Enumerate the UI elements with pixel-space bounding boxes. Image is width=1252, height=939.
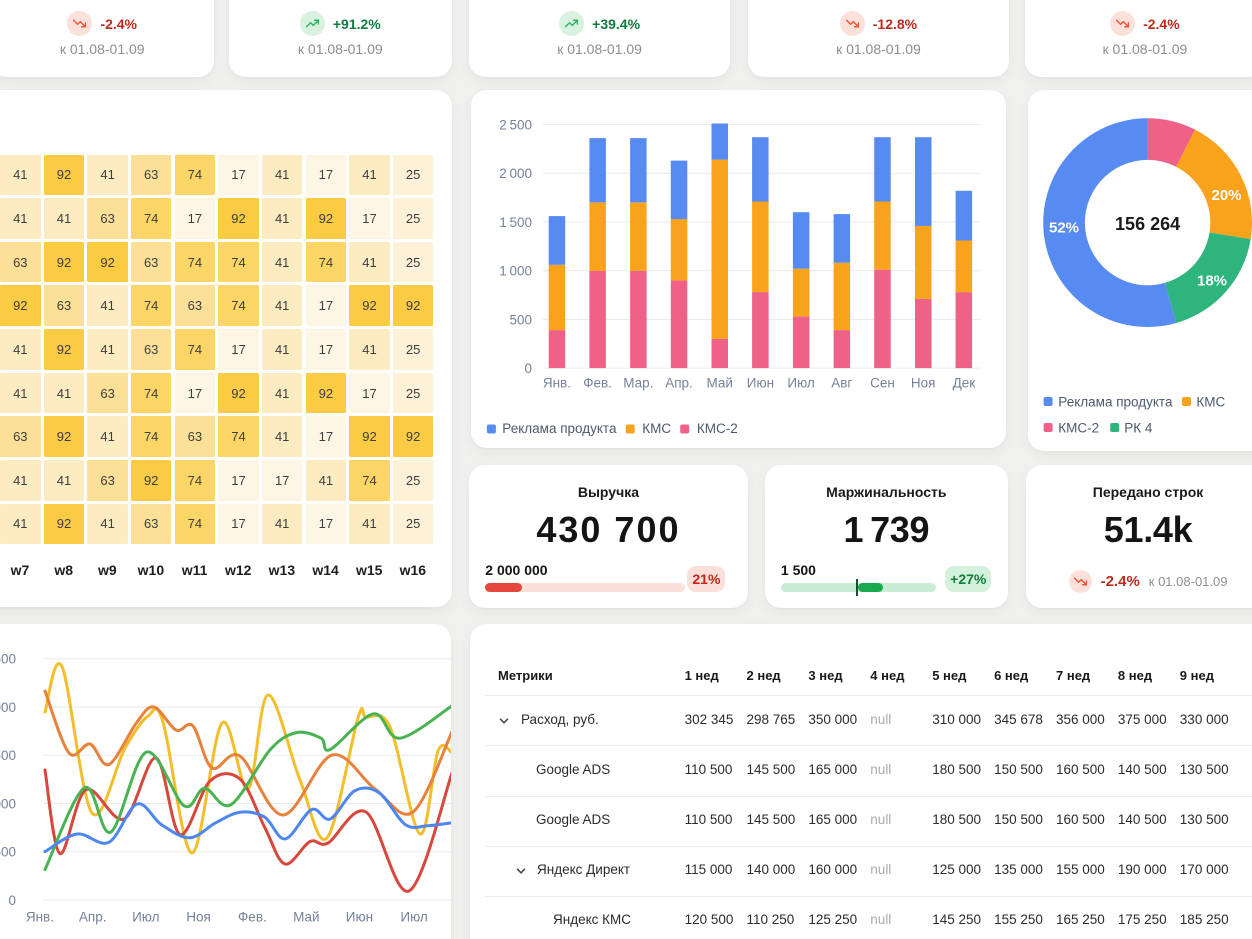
svg-text:Мар.: Мар.	[623, 375, 653, 390]
svg-text:Реклама продукта: Реклама продукта	[1058, 395, 1173, 410]
svg-text:Июн: Июн	[346, 910, 373, 925]
svg-text:1 000: 1 000	[0, 797, 16, 812]
svg-text:РК 4: РК 4	[1124, 421, 1153, 436]
svg-text:Янв.: Янв.	[543, 375, 571, 390]
svg-text:2 000: 2 000	[499, 166, 532, 181]
svg-text:500: 500	[0, 845, 16, 860]
svg-text:500: 500	[509, 312, 532, 327]
svg-text:КМС: КМС	[642, 421, 671, 436]
svg-text:2 000: 2 000	[0, 700, 16, 715]
svg-text:156 264: 156 264	[1115, 214, 1180, 234]
svg-text:1 500: 1 500	[0, 748, 16, 763]
svg-text:20%: 20%	[1211, 187, 1241, 204]
svg-text:Май: Май	[706, 375, 732, 390]
svg-text:1 000: 1 000	[499, 263, 532, 278]
svg-text:Апр.: Апр.	[79, 910, 107, 925]
svg-text:0: 0	[8, 893, 16, 908]
svg-text:Июл: Июл	[787, 375, 814, 390]
svg-text:Авг: Авг	[831, 375, 852, 390]
svg-text:Реклама продукта: Реклама продукта	[502, 421, 617, 436]
svg-text:52%: 52%	[1049, 220, 1079, 237]
svg-text:КМС: КМС	[1196, 395, 1225, 410]
svg-text:1 500: 1 500	[499, 214, 532, 229]
svg-text:Ноя: Ноя	[911, 375, 936, 390]
svg-text:Ноя: Ноя	[186, 910, 211, 925]
svg-text:Фев.: Фев.	[583, 375, 612, 390]
svg-text:2 500: 2 500	[499, 117, 532, 132]
svg-text:Июл: Июл	[132, 910, 159, 925]
svg-text:Дек: Дек	[952, 375, 975, 390]
svg-text:Июл: Июл	[400, 910, 427, 925]
svg-text:КМС-2: КМС-2	[1058, 421, 1099, 436]
svg-text:Май: Май	[293, 910, 319, 925]
svg-text:2 500: 2 500	[0, 652, 16, 667]
svg-text:Апр.: Апр.	[665, 375, 693, 390]
svg-text:18%: 18%	[1197, 273, 1227, 290]
svg-text:0: 0	[524, 361, 532, 376]
svg-text:Фев.: Фев.	[238, 910, 267, 925]
svg-text:Сен: Сен	[870, 375, 895, 390]
svg-text:Янв.: Янв.	[26, 910, 54, 925]
svg-text:Июн: Июн	[747, 375, 774, 390]
svg-text:КМС-2: КМС-2	[697, 421, 738, 436]
